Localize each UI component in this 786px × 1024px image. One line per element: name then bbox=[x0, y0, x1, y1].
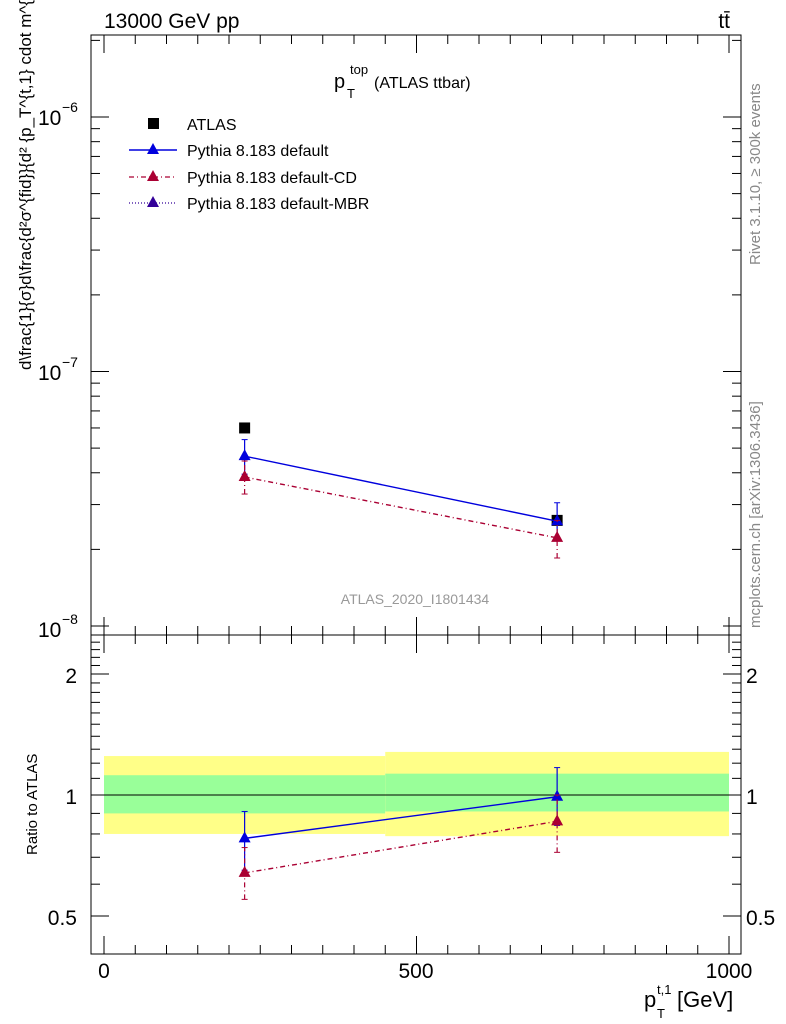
legend: ATLAS Pythia 8.183 default Pythia 8.183 … bbox=[129, 117, 369, 213]
cd-ratio-line bbox=[244, 820, 558, 874]
cd-data-point bbox=[238, 470, 251, 482]
xtick-label-500: 500 bbox=[398, 960, 433, 983]
analysis-label: ATLAS_2020_I1801434 bbox=[341, 591, 490, 607]
upper-y-axis-label: d\frac{1}{σ}d\frac{d²σ^{fid}}{d² {p_T^{t… bbox=[16, 0, 35, 370]
upper-ytick-label-1e-8: 10 −8 bbox=[38, 611, 78, 642]
ratio-axis-ticks bbox=[91, 641, 741, 917]
legend-default-label: Pythia 8.183 default bbox=[187, 143, 329, 160]
x-axis-label-main: p bbox=[644, 987, 656, 1012]
default-ratio-point bbox=[238, 831, 251, 843]
x-axis-ticks bbox=[103, 35, 730, 954]
ratio-ytick-label-1: 1 bbox=[65, 786, 77, 809]
upper-ytick-exponent: −7 bbox=[62, 354, 78, 370]
x-axis-label-sub: T bbox=[657, 1006, 665, 1021]
ratio-uncertainty-bands bbox=[104, 751, 729, 837]
atlas-data-point bbox=[239, 422, 251, 434]
process-label: tt̄ bbox=[718, 10, 730, 33]
legend-atlas-marker bbox=[148, 118, 159, 129]
x-axis-label-sup: t,1 bbox=[657, 982, 671, 997]
upper-ytick-exponent: −8 bbox=[62, 611, 78, 627]
cd-ratio-point bbox=[551, 814, 564, 826]
xtick-label-0: 0 bbox=[98, 960, 110, 983]
legend-mbr-label: Pythia 8.183 default-MBR bbox=[187, 196, 369, 213]
rivet-version-label: Rivet 3.1.10, ≥ 300k events bbox=[747, 83, 764, 265]
ratio-ytick-label-2: 2 bbox=[65, 665, 77, 688]
ratio-series-marks bbox=[238, 767, 564, 900]
x-axis-label-unit: [GeV] bbox=[677, 987, 733, 1012]
legend-cd-marker bbox=[147, 170, 159, 181]
legend-cd-label: Pythia 8.183 default-CD bbox=[187, 170, 357, 187]
upper-ytick-base: 10 bbox=[38, 107, 61, 130]
plot-title: p top T (ATLAS ttbar) bbox=[334, 62, 471, 101]
ratio-band-inner bbox=[104, 775, 386, 814]
plot-title-sub: T bbox=[347, 86, 355, 101]
upper-series-marks bbox=[238, 422, 564, 559]
upper-ytick-exponent: −6 bbox=[62, 99, 78, 115]
plot-title-main: p bbox=[334, 71, 345, 93]
cd-data-point bbox=[551, 530, 564, 542]
legend-default-marker bbox=[147, 143, 159, 154]
cd-ratio-point bbox=[238, 865, 251, 877]
ratio-ytick-label-right-2: 2 bbox=[746, 665, 758, 688]
plot-title-rest: (ATLAS ttbar) bbox=[374, 75, 471, 92]
energy-label: 13000 GeV pp bbox=[104, 10, 239, 33]
upper-axis-ticks bbox=[91, 39, 741, 627]
upper-ytick-label-1e-7: 10 −7 bbox=[38, 354, 78, 385]
upper-ytick-base: 10 bbox=[38, 619, 61, 642]
upper-ytick-label-1e-6: 10 −6 bbox=[38, 99, 78, 130]
xtick-label-1000: 1000 bbox=[706, 960, 753, 983]
default-data-point bbox=[238, 449, 251, 461]
upper-ytick-base: 10 bbox=[38, 362, 61, 385]
default-ratio-line bbox=[244, 796, 558, 840]
plot-title-sup: top bbox=[350, 62, 368, 77]
x-axis-label: p t,1 T [GeV] bbox=[644, 982, 733, 1021]
ratio-ytick-label-right-0.5: 0.5 bbox=[746, 907, 775, 930]
legend-atlas-label: ATLAS bbox=[187, 117, 237, 134]
legend-mbr-marker bbox=[147, 196, 159, 207]
default-line bbox=[244, 455, 558, 522]
default-data-point bbox=[551, 514, 564, 526]
ratio-ytick-label-0.5: 0.5 bbox=[48, 907, 77, 930]
ratio-y-axis-label: Ratio to ATLAS bbox=[24, 754, 41, 855]
ratio-ytick-label-right-1: 1 bbox=[746, 786, 758, 809]
cd-line bbox=[244, 476, 558, 539]
mcplots-source-label: mcplots.cern.ch [arXiv:1306.3436] bbox=[747, 401, 764, 628]
